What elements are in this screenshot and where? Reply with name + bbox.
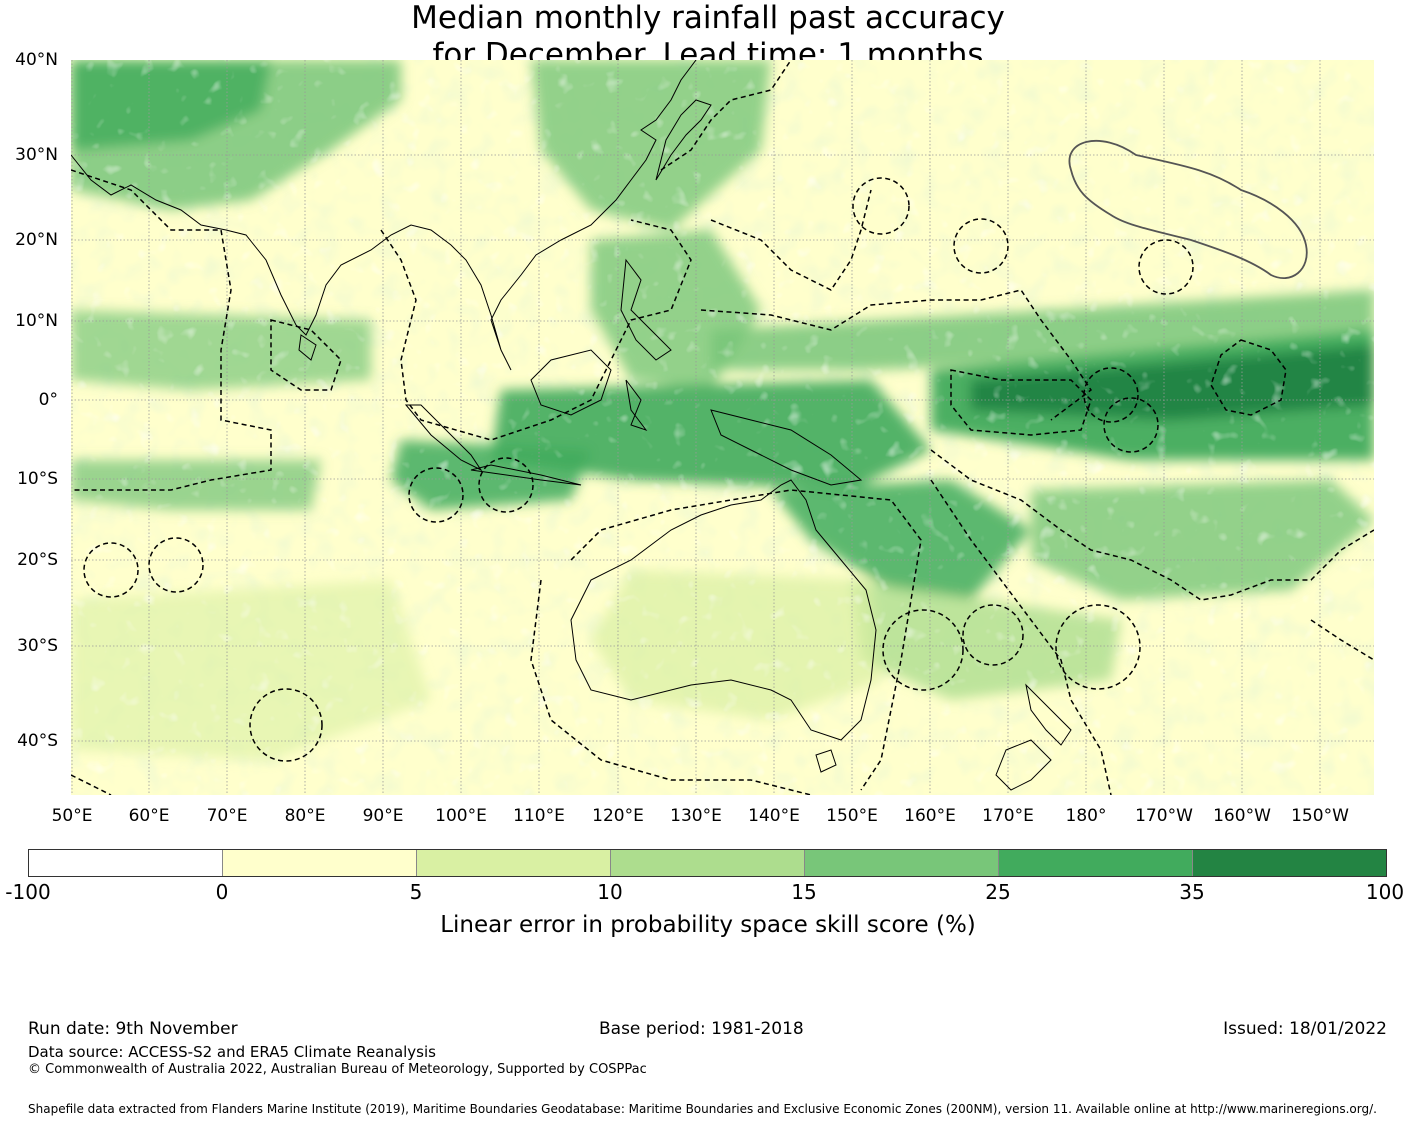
colorbar-segment-5-10: [417, 850, 611, 876]
skill-map-svg: [71, 60, 1374, 795]
coastline-australia: [570, 479, 877, 741]
eez-boundary-kiribati-gilbert: [950, 369, 1092, 436]
eez-boundary-australia-north: [570, 489, 922, 791]
colorbar-segment-25-35: [999, 850, 1193, 876]
colorbar-segment-10-15: [611, 850, 805, 876]
eez-boundary-north-pacific: [710, 189, 872, 291]
run-date: Run date: 9th November: [28, 1019, 238, 1039]
eez-boundary-marshall-north: [953, 218, 1009, 274]
coastline-asia: [71, 60, 697, 371]
copyright: © Commonwealth of Australia 2022, Austra…: [28, 1062, 647, 1077]
coastline-new-guinea: [710, 409, 863, 486]
graticule: [71, 60, 1374, 795]
lon-label-100e: 100°E: [435, 806, 487, 826]
colorbar-tick-neg100: -100: [5, 880, 51, 904]
eez-boundary-kiribati-line: [1210, 339, 1287, 416]
eez-boundary-india-west: [71, 169, 272, 491]
eez-boundary-vanuatu-fiji: [930, 479, 1112, 795]
colorbar-tick-10: 10: [597, 880, 623, 904]
eez-boundary-lord-howe: [882, 609, 964, 691]
colorbar: [28, 849, 1387, 877]
colorbar-segment-15-25: [805, 850, 999, 876]
colorbar-tick-15: 15: [791, 880, 817, 904]
eez-boundary-kerguelen: [71, 774, 112, 795]
eez-boundary-norfolk: [962, 604, 1024, 666]
eez-boundary-wake: [852, 177, 910, 235]
skill-low-patches: [71, 60, 1374, 795]
lon-label-120e: 120°E: [592, 806, 644, 826]
lat-label-40s: 40°S: [17, 731, 58, 751]
colorbar-tick-5: 5: [409, 880, 423, 904]
colorbar-tick-0: 0: [215, 880, 229, 904]
lon-label-150w: 150°W: [1291, 806, 1349, 826]
base-period: Base period: 1981-2018: [599, 1019, 804, 1039]
coastline-sumatra: [404, 404, 483, 472]
colorbar-segment-neg100-0: [29, 850, 223, 876]
eez-boundary-french-polynesia: [1310, 619, 1374, 661]
colorbar-segment-0-5: [223, 850, 417, 876]
coastline-sri-lanka: [298, 334, 317, 361]
coastline-nz-south: [995, 739, 1052, 791]
eez-boundary-reunion: [83, 542, 139, 598]
lat-label-10n: 10°N: [15, 311, 58, 331]
coastline-nz-north: [1025, 683, 1072, 746]
eez-boundary-kiribati-phoenix: [1083, 367, 1139, 423]
eez-boundary-christmas-island: [408, 467, 464, 523]
lon-label-50e: 50°E: [51, 806, 93, 826]
coastline-philippines: [620, 258, 672, 361]
eez-boundary-tokelau: [1103, 397, 1159, 453]
data-source: Data source: ACCESS-S2 and ERA5 Climate …: [28, 1043, 436, 1061]
eez-boundary-south-pacific: [930, 449, 1374, 601]
eez-boundary-kermadec: [1055, 604, 1141, 690]
colorbar-label: Linear error in probability space skill …: [440, 912, 976, 938]
lon-label-170e: 170°E: [982, 806, 1034, 826]
coastline-borneo: [530, 349, 612, 416]
lon-label-80e: 80°E: [284, 806, 326, 826]
lon-label-140e: 140°E: [748, 806, 800, 826]
eez-boundary-cocos: [478, 457, 534, 513]
lon-label-90e: 90°E: [362, 806, 404, 826]
shapefile-credit: Shapefile data extracted from Flanders M…: [28, 1102, 1377, 1116]
lon-label-170w: 170°W: [1135, 806, 1193, 826]
lat-label-equator: 0°: [38, 390, 58, 410]
lat-label-20n: 20°N: [15, 230, 58, 250]
coastline-tasmania: [815, 749, 837, 773]
lat-label-40n: 40°N: [15, 50, 58, 70]
coastline-japan: [655, 99, 712, 181]
skill-map: [71, 60, 1374, 795]
eez-boundaries: [71, 60, 1374, 795]
eez-boundary-johnston: [1138, 239, 1194, 295]
lon-label-160w: 160°W: [1213, 806, 1271, 826]
lon-label-160e: 160°E: [904, 806, 956, 826]
lon-label-60e: 60°E: [128, 806, 170, 826]
eez-boundary-australia-south: [530, 579, 812, 795]
eez-boundary-micronesia: [700, 289, 1093, 421]
eez-boundary-se-asia: [380, 219, 692, 441]
lon-label-110e: 110°E: [513, 806, 565, 826]
lat-label-30n: 30°N: [15, 145, 58, 165]
hawaii-eez-outline: [1068, 139, 1308, 280]
colorbar-tick-35: 35: [1179, 880, 1205, 904]
coastlines: [71, 60, 1072, 791]
eez-boundary-mauritius: [148, 537, 204, 593]
colorbar-tick-25: 25: [985, 880, 1011, 904]
lat-label-10s: 10°S: [17, 469, 58, 489]
lon-label-150e: 150°E: [826, 806, 878, 826]
eez-boundary-sri-lanka: [270, 319, 342, 391]
eez-boundary-amsterdam-island: [249, 688, 323, 762]
issued-date: Issued: 18/01/2022: [1223, 1019, 1387, 1039]
lon-label-180: 180°: [1065, 806, 1107, 826]
title-line-1: Median monthly rainfall past accuracy: [411, 0, 1005, 36]
coastline-sulawesi: [625, 379, 648, 431]
chart-title: Median monthly rainfall past accuracy fo…: [0, 0, 1416, 74]
lon-label-70e: 70°E: [206, 806, 248, 826]
colorbar-tick-100: 100: [1365, 880, 1405, 904]
lat-label-20s: 20°S: [17, 550, 58, 570]
lon-label-130e: 130°E: [670, 806, 722, 826]
lat-label-30s: 30°S: [17, 636, 58, 656]
colorbar-segment-35-100: [1193, 850, 1386, 876]
eez-boundary-japan: [660, 60, 792, 171]
